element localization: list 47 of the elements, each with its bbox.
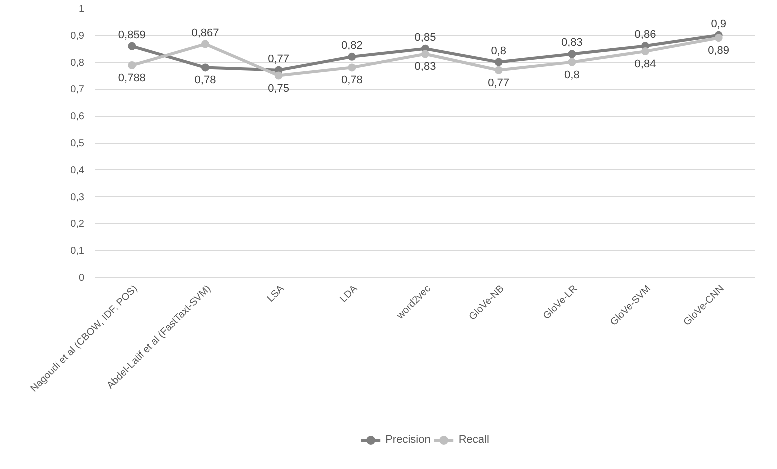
point bbox=[568, 58, 576, 66]
data-label: 0,9 bbox=[711, 18, 726, 30]
point bbox=[494, 58, 503, 66]
data-label: 0,867 bbox=[192, 27, 220, 40]
data-label: 0,8 bbox=[491, 45, 506, 58]
y-tick-label: 0,8 bbox=[70, 58, 85, 69]
data-label: 0,77 bbox=[268, 53, 290, 66]
point bbox=[128, 62, 136, 70]
point bbox=[348, 64, 356, 72]
y-tick-label: 0,1 bbox=[70, 246, 85, 258]
data-label: 0,83 bbox=[414, 61, 436, 74]
point bbox=[202, 40, 210, 48]
data-label: 0,77 bbox=[488, 77, 510, 90]
point bbox=[422, 50, 430, 58]
data-label: 0,788 bbox=[118, 72, 146, 85]
point bbox=[568, 50, 576, 58]
y-tick-label: 0,7 bbox=[70, 84, 85, 96]
data-label: 0,89 bbox=[708, 45, 730, 58]
y-tick-label: 0,2 bbox=[70, 219, 85, 230]
data-label: 0,75 bbox=[268, 82, 290, 95]
point bbox=[642, 48, 650, 56]
data-label: 0,85 bbox=[414, 32, 436, 44]
legend-label: Precision bbox=[386, 434, 431, 446]
x-tick-label: LSA bbox=[266, 283, 287, 305]
data-label: 0,83 bbox=[561, 37, 583, 50]
legend-label: Recall bbox=[458, 434, 490, 446]
data-label: 0,84 bbox=[634, 58, 656, 71]
y-tick-label: 0,9 bbox=[70, 30, 85, 42]
data-label: 0,78 bbox=[341, 74, 363, 87]
y-tick-label: 0,4 bbox=[70, 165, 85, 176]
point bbox=[128, 42, 136, 50]
y-tick-label: 0,3 bbox=[70, 192, 85, 204]
point bbox=[714, 34, 723, 42]
data-label: 0,82 bbox=[341, 40, 363, 52]
y-tick-label: 1 bbox=[78, 4, 85, 15]
point bbox=[348, 52, 356, 61]
data-label: 0,8 bbox=[564, 69, 580, 82]
y-tick-label: 0,5 bbox=[70, 138, 85, 150]
y-tick-label: 0,6 bbox=[70, 112, 85, 123]
x-tick-label: LDA bbox=[338, 283, 360, 306]
data-label: 0,859 bbox=[118, 29, 146, 42]
data-label: 0,86 bbox=[634, 29, 656, 42]
point bbox=[202, 64, 210, 72]
data-label: 0,78 bbox=[194, 74, 216, 87]
point bbox=[274, 72, 283, 80]
y-tick-label: 0 bbox=[78, 273, 85, 284]
point bbox=[494, 66, 503, 74]
